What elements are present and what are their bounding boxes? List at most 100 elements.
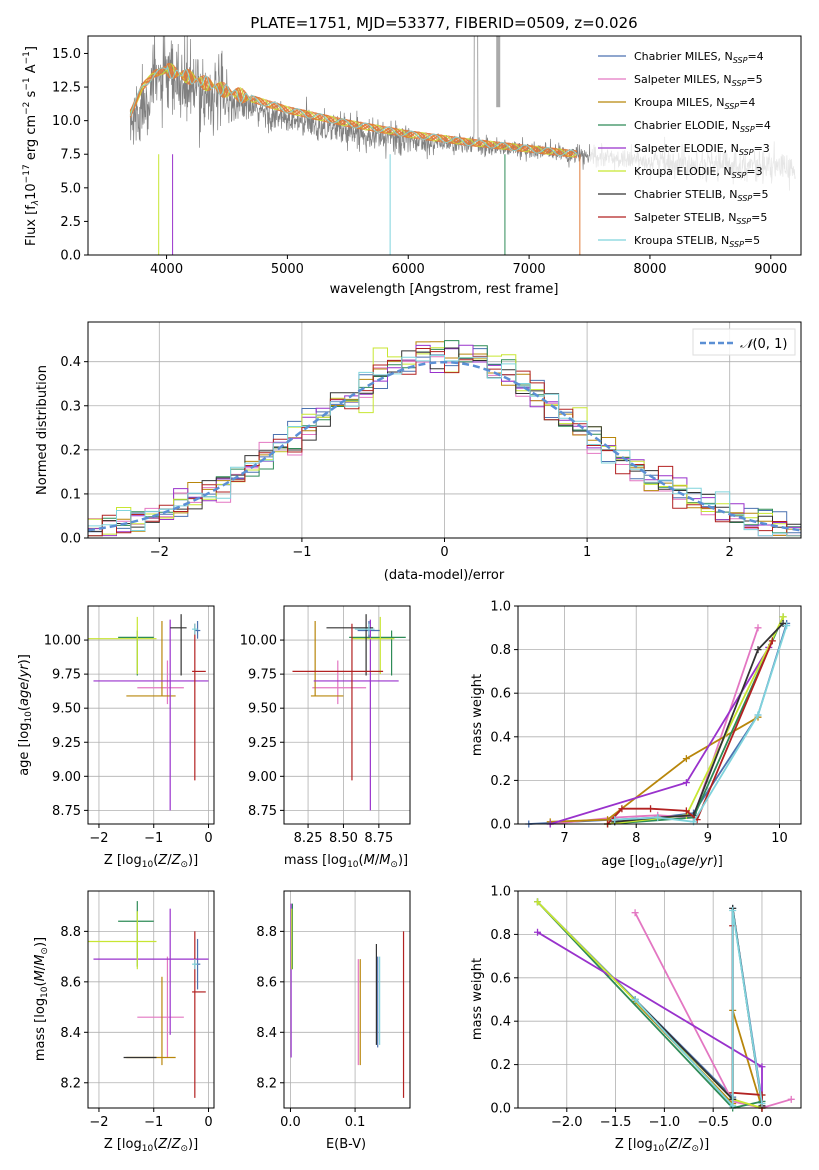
residual-xtick-label: −1	[292, 545, 311, 560]
mass-weight-vs-age-xtick-label: 9	[704, 831, 712, 846]
spectrum-frame	[87, 35, 802, 256]
age-vs-mass-panel: 8.25 8.50 8.75 8.75 9.00 9.25 9.50 9.75 10.00	[240, 605, 411, 846]
spectrum-xtick-label: 5000	[271, 262, 304, 277]
mass-weight-vs-age-line	[606, 640, 774, 825]
mass-weight-vs-Z-marker	[758, 1063, 766, 1071]
residual-xlabel: (data-model)/error	[384, 568, 505, 583]
age-vs-mass-ytick-label: 10.00	[240, 634, 277, 649]
model-spectrum-salpeter-stelib	[129, 63, 578, 157]
mass-weight-vs-age-xtick-label: 8	[632, 831, 640, 846]
mass-weight-vs-Z-line	[634, 910, 763, 1109]
residual-xtick-label: −2	[150, 545, 169, 560]
mass-vs-ebv-xtick-label: 0.1	[345, 1115, 366, 1130]
mass-weight-vs-age-xtick-label: 10	[771, 831, 788, 846]
mass-weight-vs-age-line	[614, 625, 788, 823]
mass-weight-vs-age-ytick-label: 1.0	[490, 600, 511, 615]
legend-label: Chabrier MILES, NSSP=4	[634, 50, 764, 65]
mass-weight-vs-Z-xtick-label: −0.5	[697, 1115, 729, 1130]
mass-weight-vs-age-line	[607, 616, 784, 825]
age-vs-Z-frame	[87, 605, 215, 825]
mass-vs-ebv-ytick-label: 8.6	[256, 975, 277, 990]
mass-weight-vs-Z-marks	[534, 898, 795, 1112]
mass-weight-vs-age-marker	[611, 816, 619, 824]
mass-weight-vs-Z-xtick-label: −1.5	[600, 1115, 632, 1130]
residual-ytick-label: 0.0	[60, 532, 81, 547]
mass-vs-Z-frame	[87, 890, 215, 1109]
model-spectrum-chabrier-stelib	[129, 62, 578, 157]
age-vs-mass-xtick-label: 8.25	[294, 831, 323, 846]
mass-weight-vs-age-marker	[768, 637, 776, 645]
age-vs-Z-grid	[88, 606, 214, 824]
residual-ytick-label: 0.4	[60, 355, 81, 370]
mass-weight-vs-age-marker	[647, 805, 655, 813]
spectrum-ytick-label: 0.0	[60, 249, 81, 264]
spectrum-ytick-label: 2.5	[60, 215, 81, 230]
residual-plot-area	[87, 340, 802, 537]
mass-weight-vs-Z-marker	[534, 928, 542, 936]
mass-weight-vs-age-ytick-label: 0.0	[490, 818, 511, 833]
legend-label: Salpeter ELODIE, NSSP=3	[634, 142, 770, 157]
mass-weight-vs-Z-marker	[534, 898, 542, 906]
mass-weight-vs-age-marker	[754, 711, 762, 719]
mass-weight-vs-Z-ytick-label: 0.8	[490, 928, 511, 943]
residual-histogram-chabrier-stelib	[88, 347, 801, 532]
age-vs-mass-ytick-label: 9.50	[248, 702, 277, 717]
age-vs-mass-xtick-label: 8.50	[329, 831, 358, 846]
spectrum-xtick-label: 8000	[633, 262, 666, 277]
mass-weight-vs-age-ytick-label: 0.8	[490, 643, 511, 658]
mass-weight-vs-Z-line	[536, 901, 763, 1102]
spectrum-ticks: 4000 5000 6000 7000 8000 9000 0.0 2.5 5.0 7.5 10.0…	[52, 47, 787, 277]
mass-weight-vs-Z-line	[634, 908, 763, 1106]
mass-vs-Z-ytick-label: 8.2	[60, 1076, 81, 1091]
mass-weight-vs-Z-marker	[729, 907, 737, 915]
mass-vs-ebv-xtick-label: 0.0	[280, 1115, 301, 1130]
spectrum-xtick-label: 9000	[754, 262, 787, 277]
mass-weight-vs-age-xtick-label: 7	[560, 831, 568, 846]
age-vs-Z-ytick-label: 8.75	[52, 804, 81, 819]
massZ-ylabel: mass [log10(M/M⊙)]	[33, 937, 50, 1061]
age-vs-mass-ytick-label: 9.75	[248, 668, 277, 683]
age-vs-Z-xtick-label: −1	[144, 831, 163, 846]
mwZ-xlabel: Z [log10(Z/Z⊙)]	[615, 1137, 709, 1154]
age-vs-Z-ytick-label: 10.00	[44, 634, 81, 649]
mass-weight-vs-age-line	[550, 716, 759, 823]
residual-ytick-label: 0.2	[60, 443, 81, 458]
residual-xtick-label: 2	[726, 545, 734, 560]
mass-weight-vs-Z-marker	[758, 1091, 766, 1099]
age-vs-mass-frame	[283, 605, 411, 825]
mass-vs-ebv-frame	[283, 890, 411, 1109]
spectrum-xtick-label: 7000	[513, 262, 546, 277]
mass-weight-vs-Z-marker	[631, 996, 639, 1003]
age-vs-mass-ytick-label: 9.25	[248, 736, 277, 751]
spectrum-ytick-label: 5.0	[60, 181, 81, 196]
age-vs-Z-xtick-label: −2	[89, 831, 108, 846]
mass-vs-Z-xtick-label: −2	[89, 1115, 108, 1130]
ageZ-xlabel: Z [log10(Z/Z⊙)]	[104, 853, 198, 870]
mass-weight-vs-Z-xtick-label: 0.0	[752, 1115, 773, 1130]
mass-vs-Z-ytick-label: 8.8	[60, 925, 81, 940]
mass-weight-vs-age-marker	[618, 805, 626, 813]
mass-vs-ebv-marks	[290, 903, 405, 1098]
spectrum-xtick-label: 6000	[392, 262, 425, 277]
mass-weight-vs-Z-frame	[517, 890, 802, 1109]
normal-legend-label: 𝒩(0, 1)	[740, 337, 787, 352]
mass-weight-vs-age-line	[549, 646, 770, 825]
mass-weight-vs-Z-ytick-label: 0.2	[490, 1058, 511, 1073]
mwAge-xlabel: age [log10(age/yr)]	[601, 854, 723, 871]
mass-weight-vs-age-line	[550, 627, 759, 825]
mass-weight-vs-age-marker	[754, 646, 762, 654]
legend-label: Kroupa MILES, NSSP=4	[634, 96, 755, 111]
age-vs-Z-ytick-label: 9.25	[52, 736, 81, 751]
mass-vs-ebv-grid	[284, 891, 410, 1108]
mass-vs-Z-xtick-label: −1	[144, 1115, 163, 1130]
spectrum-ytick-label: 15.0	[52, 47, 81, 62]
mass-weight-vs-age-marker	[654, 813, 662, 821]
legend-label: Kroupa STELIB, NSSP=5	[634, 234, 760, 249]
mass-vs-Z-marks	[88, 901, 209, 1098]
spectrum-plot-area	[129, 36, 796, 255]
residual-ytick-label: 0.1	[60, 487, 81, 502]
mass-weight-vs-age-panel: 7 8 9 10 0.0 0.2 0.4 0.6 0.8 1.0	[490, 600, 802, 846]
mass-weight-vs-age-ytick-label: 0.2	[490, 774, 511, 789]
residual-ylabel: Normed distribution	[35, 365, 50, 495]
masked-line-region	[496, 36, 501, 108]
